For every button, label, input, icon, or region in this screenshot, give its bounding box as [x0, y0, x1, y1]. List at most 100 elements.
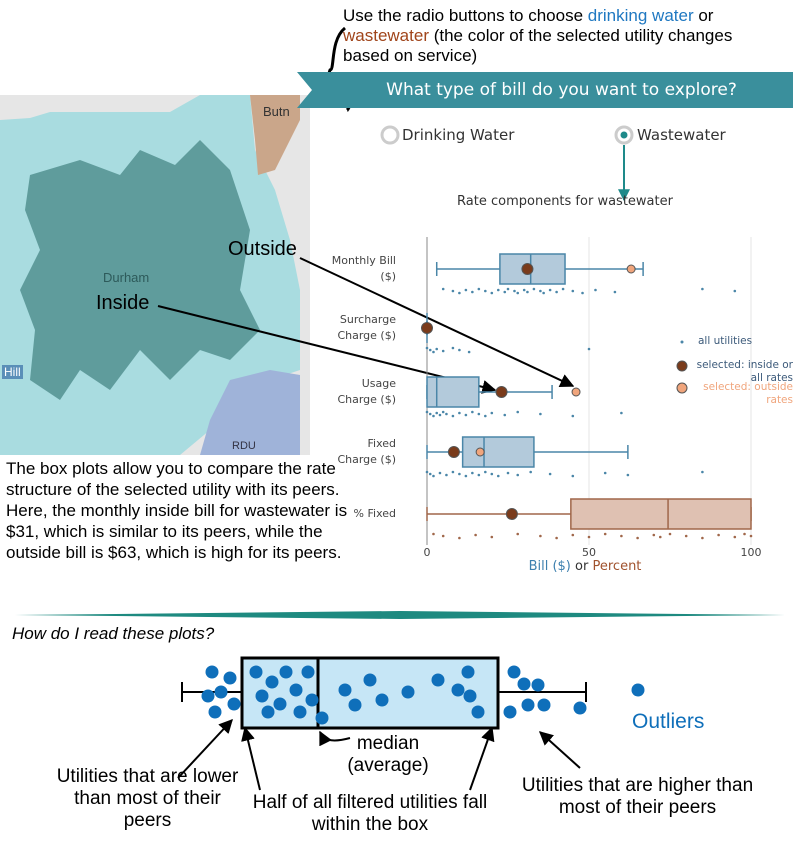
- utility-point: [506, 471, 510, 475]
- utility-point: [522, 288, 526, 292]
- utility-point: [603, 471, 607, 475]
- utility-point: [539, 412, 542, 416]
- instruction-text: Use the radio buttons to choose: [343, 6, 584, 25]
- outliers-label: Outliers: [632, 710, 705, 733]
- question-banner: [297, 72, 793, 108]
- selected-inside: [521, 263, 534, 275]
- category-label: Surcharge Charge ($): [337, 313, 396, 342]
- utility-point: [441, 534, 445, 538]
- utility-point: [471, 471, 474, 475]
- higher-label: Utilities that are higher than most of t…: [521, 775, 754, 818]
- utility-point: [733, 535, 737, 539]
- utility-point: [451, 346, 455, 350]
- map: [0, 95, 310, 455]
- utility-point: [548, 288, 552, 292]
- inside-arrow: [157, 305, 497, 394]
- utility-point: [594, 288, 597, 292]
- utility-point: [539, 289, 542, 293]
- map-label: Hill: [2, 365, 23, 379]
- selected-outside: [475, 447, 485, 457]
- utility-point: [516, 291, 520, 295]
- legend-label: selected: outside rates: [703, 381, 793, 406]
- instruction-text: wastewater: [343, 26, 429, 45]
- utility-point: [626, 473, 630, 477]
- utility-point: [503, 413, 507, 417]
- guide-title: How do I read these plots?: [12, 624, 215, 643]
- instructions: Use the radio buttons to choose drinking…: [343, 6, 743, 66]
- utility-point: [477, 473, 481, 477]
- utility-point: [555, 536, 558, 540]
- lower-label: Utilities that are lower than most of th…: [56, 766, 239, 831]
- utility-point: [445, 473, 448, 477]
- utility-point: [490, 472, 494, 476]
- legend-label: all utilities: [698, 335, 753, 347]
- utility-point: [513, 289, 516, 293]
- utility-point: [432, 532, 435, 536]
- utility-point: [458, 472, 461, 476]
- radio-label[interactable]: Drinking Water: [402, 126, 515, 144]
- utility-point: [458, 291, 461, 295]
- utility-point: [458, 348, 461, 352]
- median-label: median (average): [347, 733, 429, 776]
- utility-point: [467, 350, 471, 354]
- chart-title: Rate components for wastewater: [457, 194, 673, 209]
- map-label: Durham: [103, 270, 150, 285]
- utility-point: [484, 470, 487, 474]
- utility-point: [658, 535, 662, 539]
- annotation: Outside: [228, 238, 297, 260]
- x-tick-label: 50: [582, 546, 596, 559]
- utility-point: [571, 533, 575, 537]
- utility-point: [496, 474, 500, 478]
- utility-point: [458, 411, 461, 415]
- utility-point: [613, 290, 617, 294]
- utility-point: [684, 534, 688, 538]
- utility-point: [435, 347, 439, 351]
- utility-point: [441, 349, 445, 353]
- utility-point: [701, 470, 704, 474]
- map-label: RDU: [232, 440, 256, 452]
- utility-point: [490, 411, 494, 415]
- box: [570, 498, 752, 530]
- utility-point: [542, 291, 545, 295]
- utility-point: [529, 470, 532, 474]
- question: What type of bill do you want to explore…: [386, 80, 737, 100]
- legend-marker: [680, 340, 684, 344]
- utility-point: [425, 346, 429, 350]
- guide-diagram: [177, 656, 645, 791]
- utility-point: [636, 536, 639, 540]
- category-label: Monthly Bill ($): [331, 254, 396, 283]
- utility-point: [496, 288, 500, 292]
- box-chart: [421, 237, 753, 545]
- box-label: Half of all filtered utilities fall with…: [252, 792, 488, 835]
- utility-point: [548, 472, 552, 476]
- butner-area: [250, 95, 300, 175]
- utility-point: [503, 290, 507, 294]
- x-label-part: Percent: [592, 559, 642, 574]
- utility-point: [428, 472, 432, 476]
- utility-point: [432, 474, 435, 478]
- category-label: Fixed Charge ($): [337, 437, 396, 466]
- utility-point: [451, 470, 455, 474]
- legend-label: selected: inside or all rates: [696, 359, 793, 384]
- utility-point: [668, 532, 672, 536]
- utility-point: [428, 412, 432, 416]
- utility-point: [441, 410, 445, 414]
- utility-point: [587, 535, 591, 539]
- utility-point: [571, 289, 575, 293]
- selected-inside: [505, 508, 518, 520]
- x-label-part: or: [575, 559, 589, 574]
- instruction-text: or: [698, 6, 714, 25]
- map-label: Butn: [263, 104, 290, 119]
- x-tick-label: 100: [740, 546, 762, 559]
- utility-point: [516, 532, 520, 536]
- utility-point: [428, 348, 432, 352]
- radio[interactable]: [380, 125, 400, 145]
- utility-point: [701, 536, 704, 540]
- radio-label[interactable]: Wastewater: [637, 126, 726, 144]
- utility-point: [432, 414, 435, 418]
- selected-inside: [495, 386, 508, 398]
- utility-point: [749, 534, 753, 538]
- utility-point: [603, 532, 607, 536]
- utility-point: [425, 470, 429, 474]
